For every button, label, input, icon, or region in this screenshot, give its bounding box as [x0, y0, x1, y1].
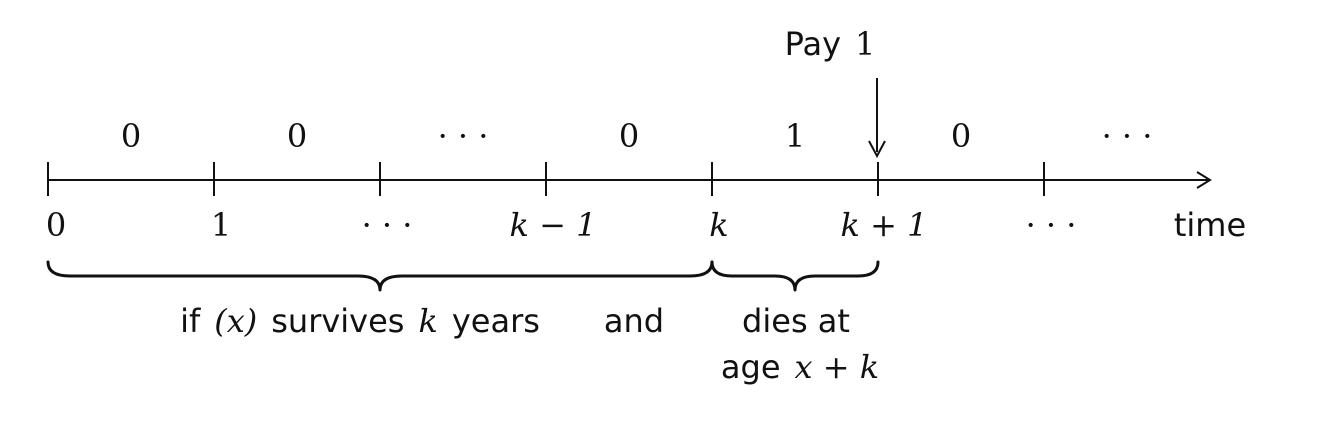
pay-amount: 1 [855, 25, 875, 63]
tick-label-0: 0 [46, 206, 66, 244]
time-axis-arrowhead [1196, 171, 1212, 189]
pay-label: Pay 1 [785, 25, 876, 63]
payment-value-1: 0 [287, 117, 307, 155]
axis-ticks [47, 162, 1045, 196]
tick-label-1: 1 [211, 206, 231, 244]
payment-values: 0 0 · · · 0 1 0 · · · [121, 117, 1153, 155]
payment-value-6: · · · [1102, 117, 1153, 155]
death-brace [710, 260, 880, 292]
axis-label-time: time [1174, 206, 1246, 244]
survival-caption: if (x) survives k years [180, 302, 540, 340]
pay-arrow-head [868, 140, 886, 159]
payment-value-3: 0 [619, 117, 639, 155]
death-text-age: age [721, 348, 781, 386]
tick-label-6: · · · [1026, 206, 1077, 244]
payment-value-2: · · · [438, 117, 489, 155]
tick-label-4: k [709, 206, 728, 244]
tick-labels: 0 1 · · · k − 1 k k + 1 · · · [46, 206, 1077, 244]
survival-text-k: k [418, 302, 437, 340]
survival-text-years: years [452, 302, 540, 340]
payment-value-0: 0 [121, 117, 141, 155]
payment-value-5: 0 [951, 117, 971, 155]
pay-word: Pay [785, 25, 841, 63]
tick-label-5: k + 1 [841, 206, 928, 244]
payment-value-4: 1 [785, 117, 805, 155]
survival-text-x: (x) [214, 302, 257, 340]
death-text-math: x + k [795, 348, 880, 386]
tick-label-2: · · · [362, 206, 413, 244]
survival-text-if: if [180, 302, 201, 340]
tick-label-3: k − 1 [510, 206, 597, 244]
survival-text-survives: survives [271, 302, 404, 340]
survival-brace [46, 260, 714, 292]
death-caption-line2: age x + k [721, 348, 879, 386]
connector-and: and [604, 302, 664, 340]
death-caption-line1: dies at [742, 302, 850, 340]
